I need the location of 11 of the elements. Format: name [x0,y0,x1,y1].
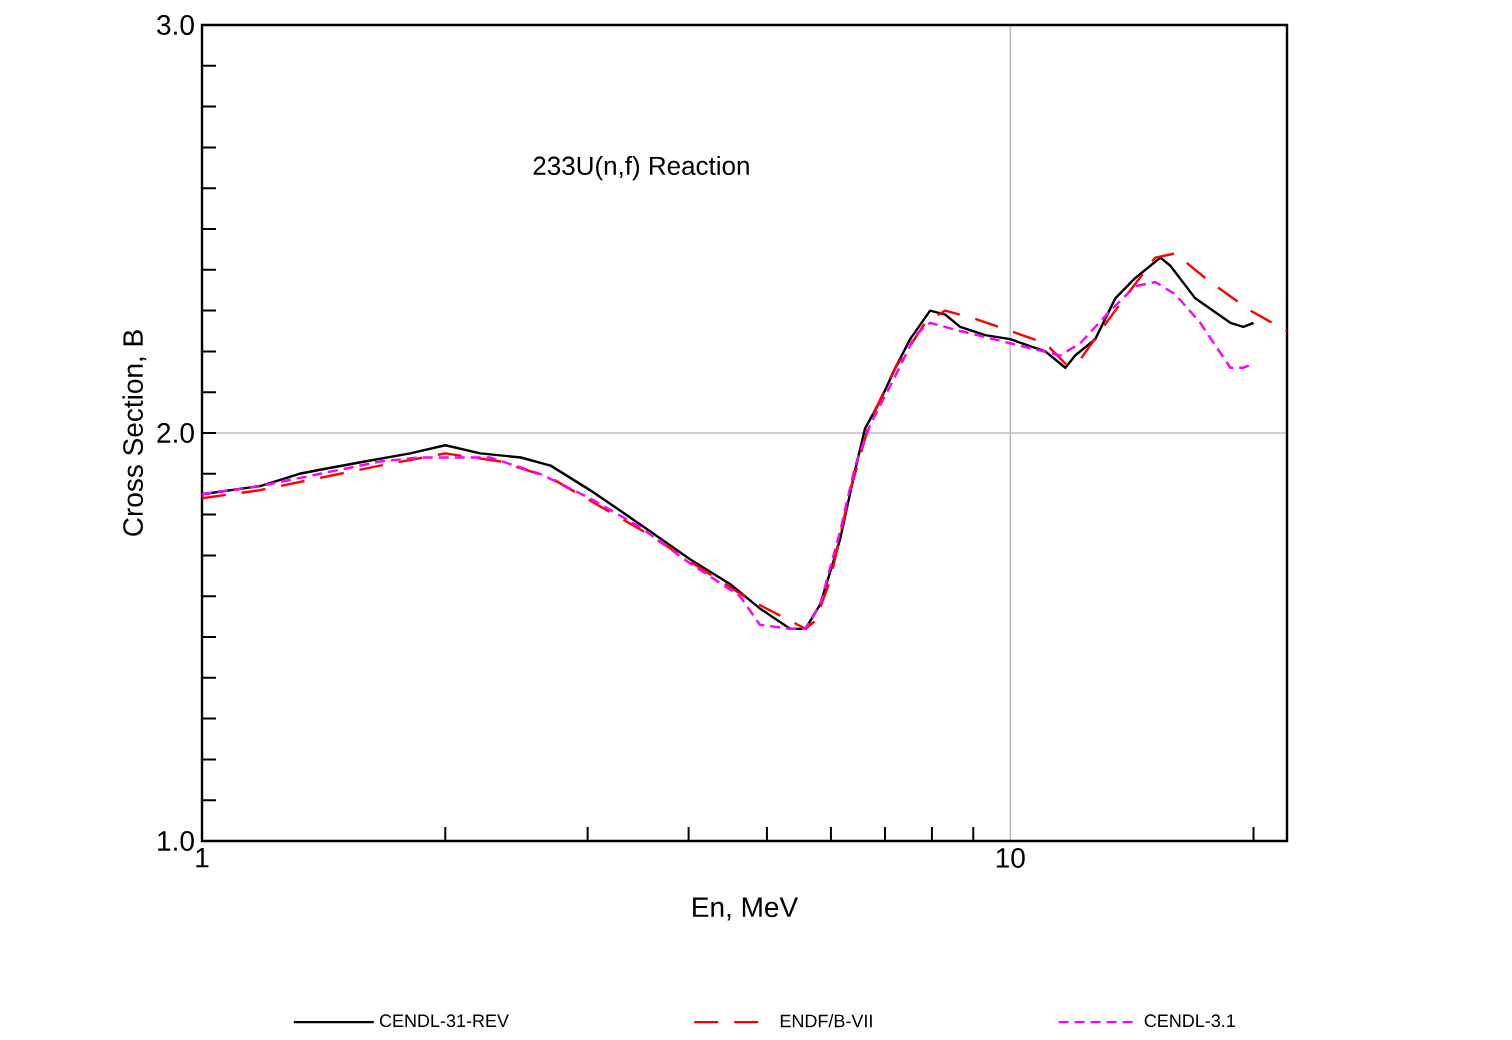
legend-label: CENDL-3.1 [1144,1014,1235,1028]
x-axis-title: En, MeV [693,897,799,921]
legend-label: CENDL-31-REV [379,1014,509,1028]
legend-label: ENDF/B-VII [780,1014,872,1028]
x-tick-label: 1 [196,848,209,868]
y-tick-label: 1.0 [158,831,194,851]
text: 233U(n,f) Reaction [533,155,749,181]
y-tick-label: 2.0 [157,423,194,443]
y-axis-title: Cross Section, B [122,330,147,536]
y-tick-label: 3.0 [157,15,194,35]
x-tick-label: 10 [996,848,1025,868]
